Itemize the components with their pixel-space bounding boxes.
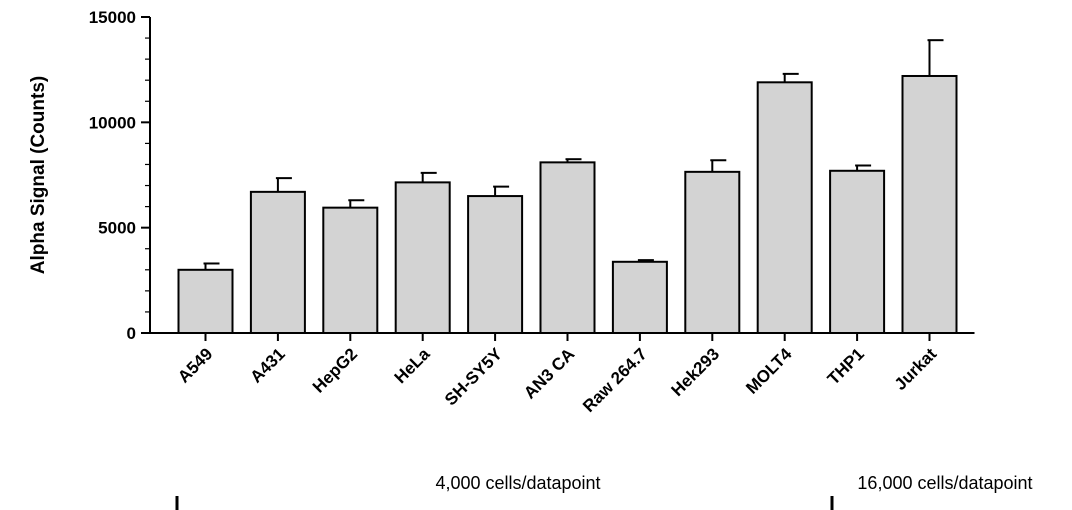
bar-jurkat xyxy=(901,74,958,334)
error-bars xyxy=(203,39,944,270)
y-axis-label: Alpha Signal (Counts) xyxy=(28,76,49,274)
x-tick-label: Hek293 xyxy=(668,344,724,400)
bar-thp1 xyxy=(829,169,886,334)
x-tick-label: SH-SY5Y xyxy=(441,344,506,409)
y-tick-label: 15000 xyxy=(89,8,136,27)
y-tick-label: 5000 xyxy=(98,219,136,238)
group-label: 16,000 cells/datapoint xyxy=(857,473,1032,493)
y-tick-label: 0 xyxy=(127,324,136,343)
x-tick-label: A549 xyxy=(174,344,216,386)
x-tick-label: Jurkat xyxy=(891,344,941,394)
group-bracket xyxy=(830,496,834,510)
group-label: 4,000 cells/datapoint xyxy=(435,473,600,493)
bar-a549 xyxy=(177,268,234,334)
bar-sh-sy5y xyxy=(467,195,524,334)
bar-hepg2 xyxy=(322,206,379,334)
x-tick-label: A431 xyxy=(247,344,289,386)
bar-hela xyxy=(394,181,451,334)
bar-a431 xyxy=(249,190,306,334)
y-tick-label: 10000 xyxy=(89,113,136,132)
bar-hek293 xyxy=(684,170,741,334)
group-bracket xyxy=(175,496,179,510)
x-tick-label: HeLa xyxy=(391,344,434,387)
x-tick-label: AN3 CA xyxy=(520,344,578,402)
x-tick-label: THP1 xyxy=(824,344,868,388)
x-tick-label: MOLT4 xyxy=(742,344,796,398)
bar-molt4 xyxy=(756,81,813,334)
bar-raw-264-7 xyxy=(611,260,668,335)
x-tick-label: Raw 264.7 xyxy=(579,344,651,416)
bars xyxy=(177,74,958,335)
x-tick-labels: A549 A431 HepG2 HeLa SH-SY5Y AN3 CA Raw 264.7 H… xyxy=(174,333,941,416)
x-tick-label: HepG2 xyxy=(309,344,361,396)
bar-an3-ca xyxy=(539,161,596,334)
group-brackets: 4,000 cells/datapoint 16,000 cells/datapo… xyxy=(175,473,1033,510)
